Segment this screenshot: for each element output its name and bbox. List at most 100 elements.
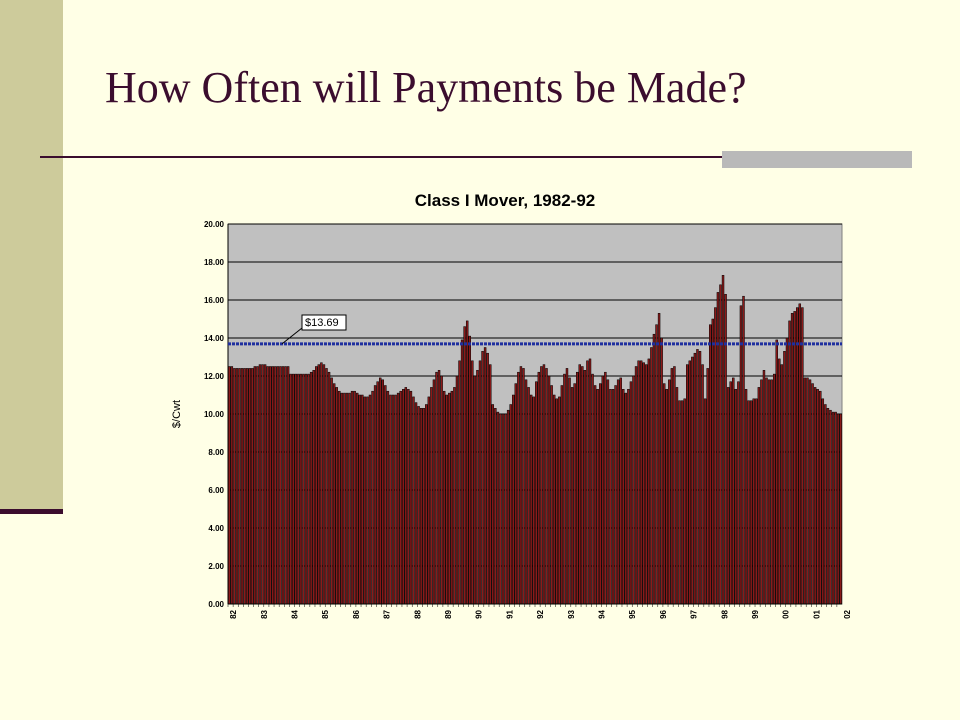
bar [711,318,715,605]
bar [384,385,387,605]
bar [657,313,661,605]
bar [529,394,533,605]
bar [274,366,277,605]
bar [839,413,842,605]
bar [494,408,497,605]
bar [376,381,379,605]
bar [785,337,789,605]
bar [381,379,385,605]
reference-callout [301,314,347,331]
callout-leader [281,327,303,345]
bar [655,324,658,605]
bar [435,371,438,605]
bar [588,358,592,605]
bar [622,389,625,605]
bar [624,392,628,605]
bar [714,307,717,605]
bar [645,364,648,605]
bar [256,366,259,605]
bar [678,400,681,605]
bar [353,390,356,605]
bar [327,371,331,605]
bar [248,368,251,605]
bar [355,392,359,605]
bar [396,392,400,605]
slide-title: How Often will Payments be Made? [105,63,747,112]
bar [757,387,761,605]
bar [289,373,292,605]
bar [788,320,791,605]
bar [276,366,280,605]
bar [583,370,587,605]
x-tick-label: 95 [628,609,637,618]
bar [780,364,784,605]
bar [701,364,704,605]
bar [419,408,423,605]
x-tick-label: 96 [659,609,668,618]
bar [281,366,285,605]
bar [361,394,364,605]
bar [394,394,397,605]
bar [819,390,822,605]
bar [550,385,553,605]
bar [532,396,535,605]
bar [619,377,622,605]
bar [596,389,599,605]
bar [432,379,436,605]
bar [611,389,615,605]
bar [573,383,576,605]
bar [481,351,484,605]
bar [709,324,712,605]
bar [514,383,518,605]
bar [414,402,418,605]
bar [358,394,361,605]
bar [332,383,336,605]
bar [783,351,786,605]
bar [811,383,814,605]
bar [563,373,566,605]
bar [540,366,543,605]
y-axis-label: $/Cwt [171,400,183,428]
x-tick-label: 01 [812,609,821,618]
bar [371,390,374,605]
chart: Class I Mover, 1982-92 0.00 2.00 4.00 6.00 8… [171,191,852,619]
bar [253,366,257,605]
bar [721,275,725,605]
bar [552,394,556,605]
bar [261,364,264,605]
bar [793,311,796,605]
bar [338,390,341,605]
bar [565,368,569,605]
bar [647,358,651,605]
bar [468,335,471,605]
bar [386,390,390,605]
y-tick-label: 0.00 [208,600,224,609]
bar [545,368,548,605]
bar [816,389,819,605]
bar [734,389,738,605]
bar [591,373,594,605]
bar [465,320,469,605]
x-tick-label: 83 [260,609,269,618]
x-tick-label: 02 [843,609,852,618]
x-tick-label: 88 [413,609,422,618]
x-tick-label: 90 [475,609,484,618]
bar [560,385,564,605]
bar [271,366,274,605]
bar [391,394,395,605]
title-rule [40,156,912,158]
bar [340,392,344,605]
bar [685,364,689,605]
bar [729,381,732,605]
bar [322,364,326,605]
bar [568,377,571,605]
bar [284,366,287,605]
bar [427,396,431,605]
bar [581,366,584,605]
x-tick-label: 82 [229,609,238,618]
bar [450,390,454,605]
bar [228,366,231,605]
bar [504,413,507,605]
bar [486,352,489,605]
bars [228,275,842,605]
